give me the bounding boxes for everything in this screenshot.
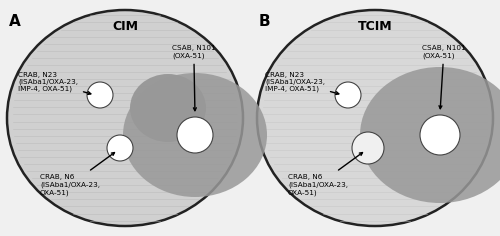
Ellipse shape (7, 10, 243, 226)
Circle shape (177, 117, 213, 153)
Text: TCIM: TCIM (358, 20, 392, 33)
Text: CSAB, N101
(OXA-51): CSAB, N101 (OXA-51) (172, 45, 216, 111)
Text: A: A (9, 14, 21, 29)
Ellipse shape (130, 74, 206, 142)
Text: CRAB, N6
(ISAba1/OXA-23,
OXA-51): CRAB, N6 (ISAba1/OXA-23, OXA-51) (40, 152, 115, 195)
Ellipse shape (360, 67, 500, 203)
Ellipse shape (123, 73, 267, 197)
Text: CRAB, N23
(ISAba1/OXA-23,
IMP-4, OXA-51): CRAB, N23 (ISAba1/OXA-23, IMP-4, OXA-51) (18, 72, 91, 94)
Text: CIM: CIM (112, 20, 138, 33)
Text: B: B (259, 14, 270, 29)
Circle shape (87, 82, 113, 108)
Text: CSAB, N101
(OXA-51): CSAB, N101 (OXA-51) (422, 45, 466, 109)
Circle shape (107, 135, 133, 161)
Text: CRAB, N6
(ISAba1/OXA-23,
OXA-51): CRAB, N6 (ISAba1/OXA-23, OXA-51) (288, 152, 362, 195)
Circle shape (352, 132, 384, 164)
Circle shape (420, 115, 460, 155)
Ellipse shape (257, 10, 493, 226)
Text: CRAB, N23
(ISAba1/OXA-23,
IMP-4, OXA-51): CRAB, N23 (ISAba1/OXA-23, IMP-4, OXA-51) (265, 72, 339, 94)
Circle shape (335, 82, 361, 108)
